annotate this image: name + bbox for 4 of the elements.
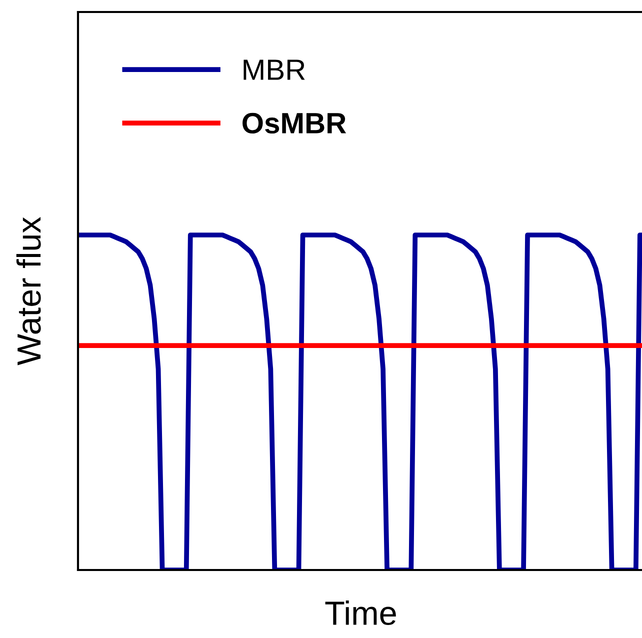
y-axis-title: Water flux xyxy=(16,216,41,366)
legend-label: MBR xyxy=(244,60,305,80)
legend-label: OsMBR xyxy=(242,112,346,134)
x-axis-title: Time xyxy=(325,600,396,626)
